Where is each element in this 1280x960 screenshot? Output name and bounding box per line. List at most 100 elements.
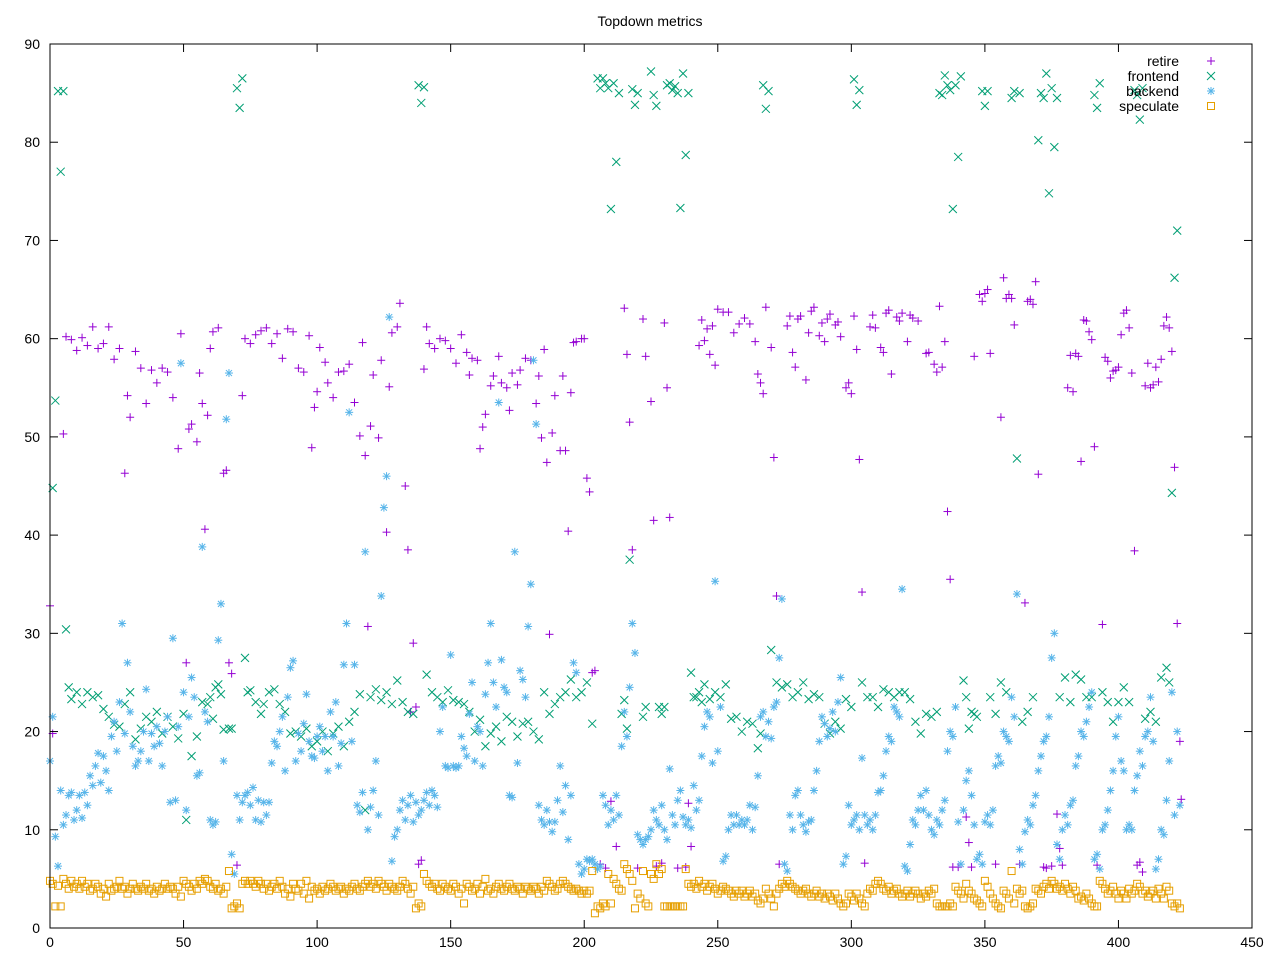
backend-point xyxy=(625,683,634,692)
frontend-point xyxy=(93,690,103,700)
backend-point xyxy=(134,757,143,766)
backend-point xyxy=(614,811,623,820)
backend-point xyxy=(1149,737,1158,746)
backend-point xyxy=(179,688,188,697)
speculate-point xyxy=(836,899,845,908)
frontend-point xyxy=(481,741,490,751)
frontend-point xyxy=(566,675,576,684)
speculate-point xyxy=(772,889,781,898)
retire-point xyxy=(174,444,183,453)
backend-point xyxy=(379,503,388,512)
backend-point xyxy=(329,732,338,741)
y-tick-label: 60 xyxy=(24,331,40,347)
frontend-point xyxy=(638,712,648,722)
speculate-point xyxy=(1141,886,1150,895)
backend-point xyxy=(369,786,378,795)
speculate-point xyxy=(1042,879,1051,888)
backend-point xyxy=(1069,796,1078,805)
x-tick-label: 50 xyxy=(176,934,192,950)
speculate-point xyxy=(385,879,394,888)
frontend-point xyxy=(232,83,242,93)
frontend-point xyxy=(1172,226,1182,235)
retire-point xyxy=(115,344,124,353)
backend-point xyxy=(785,811,794,820)
speculate-point xyxy=(871,879,880,888)
backend-point xyxy=(534,801,543,810)
backend-point xyxy=(326,707,335,716)
speculate-point xyxy=(577,889,586,898)
retire-point xyxy=(123,391,132,400)
frontend-point xyxy=(1007,93,1016,103)
backend-point xyxy=(1117,757,1126,766)
x-tick-label: 150 xyxy=(439,934,463,950)
frontend-point xyxy=(1036,88,1046,98)
speculate-point xyxy=(617,886,626,895)
retire-point xyxy=(369,371,378,380)
frontend-point xyxy=(475,715,485,725)
frontend-point xyxy=(879,684,888,694)
speculate-point xyxy=(628,876,637,885)
retire-point xyxy=(858,588,867,597)
backend-point xyxy=(361,547,370,556)
retire-point xyxy=(227,669,236,678)
backend-point xyxy=(1159,830,1168,839)
retire-point xyxy=(521,354,530,363)
speculate-point xyxy=(1157,889,1166,898)
retire-point xyxy=(315,343,324,352)
frontend-point xyxy=(224,724,234,733)
backend-point xyxy=(382,472,391,481)
retire-point xyxy=(684,799,693,808)
backend-point xyxy=(371,757,380,766)
backend-point xyxy=(970,820,979,829)
backend-point xyxy=(363,825,372,834)
backend-point xyxy=(281,766,290,775)
backend-point xyxy=(366,803,375,812)
backend-point xyxy=(1138,761,1147,770)
series-speculate xyxy=(46,860,1184,918)
retire-point xyxy=(361,451,370,460)
retire-point xyxy=(585,487,594,496)
backend-point xyxy=(102,766,111,775)
retire-point xyxy=(355,431,364,440)
retire-point xyxy=(1069,387,1078,396)
speculate-point xyxy=(614,884,623,893)
backend-point xyxy=(339,660,348,669)
speculate-point xyxy=(1175,904,1184,913)
speculate-point xyxy=(374,876,383,885)
y-tick-label: 90 xyxy=(24,36,40,52)
backend-point xyxy=(147,729,156,738)
frontend-point xyxy=(344,717,354,727)
frontend-point xyxy=(732,712,741,722)
speculate-point xyxy=(775,884,784,893)
retire-point xyxy=(446,344,455,353)
y-tick-label: 80 xyxy=(24,134,40,150)
backend-point xyxy=(174,722,183,731)
speculate-point xyxy=(494,879,503,888)
speculate-point xyxy=(246,876,255,885)
backend-point xyxy=(86,771,95,780)
speculate-point xyxy=(305,894,314,903)
retire-point xyxy=(622,350,631,359)
backend-point xyxy=(425,801,434,810)
retire-point xyxy=(833,317,842,326)
speculate-point xyxy=(174,882,183,891)
backend-point xyxy=(566,791,575,800)
frontend-point xyxy=(651,101,661,111)
backend-point xyxy=(1077,727,1086,736)
backend-point xyxy=(331,698,340,707)
backend-point xyxy=(825,724,834,733)
speculate-point xyxy=(817,889,826,898)
backend-point xyxy=(721,852,730,861)
speculate-point xyxy=(350,879,359,888)
retire-point xyxy=(647,397,655,406)
retire-point xyxy=(203,411,212,420)
backend-point xyxy=(227,850,236,859)
retire-point xyxy=(1127,369,1136,378)
frontend-point xyxy=(419,82,429,92)
backend-point xyxy=(956,860,965,869)
speculate-point xyxy=(353,884,362,893)
speculate-point xyxy=(777,879,786,888)
backend-point xyxy=(649,806,658,815)
backend-point xyxy=(1173,727,1182,736)
retire-point xyxy=(363,622,372,631)
